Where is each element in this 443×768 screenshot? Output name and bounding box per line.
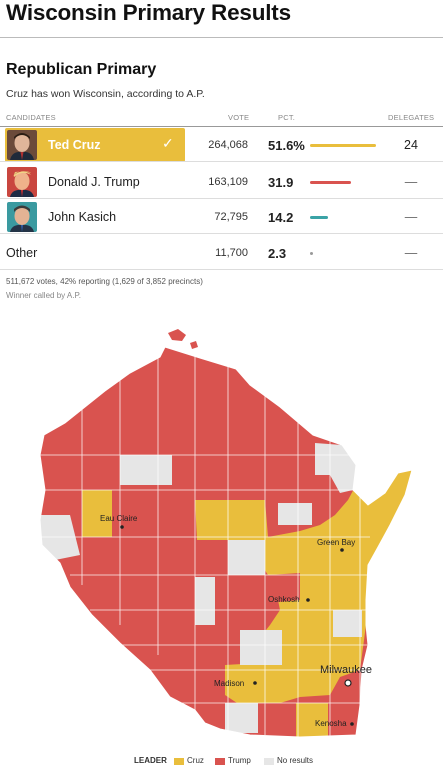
delegate-count: 24 [404, 138, 418, 152]
delegate-count: — [404, 175, 418, 189]
column-vote: VOTE [228, 113, 250, 122]
section-subtitle: Cruz has won Wisconsin, according to A.P… [6, 88, 205, 100]
city-label-eau-claire: Eau Claire [100, 514, 138, 523]
no-results-county [278, 503, 312, 525]
legend-swatch-no-results [264, 758, 274, 765]
cruz-county-south [296, 703, 328, 737]
city-dot [253, 681, 257, 685]
vote-percent: 2.3 [268, 246, 287, 261]
results-table-header: CANDIDATES VOTE PCT. DELEGATES [0, 113, 443, 127]
county-regions [40, 353, 412, 737]
city-dot [350, 722, 354, 726]
table-row-trump: Donald J. Trump 163,109 31.9 — [0, 165, 443, 199]
row-divider [0, 269, 443, 270]
percent-bar [310, 252, 313, 255]
island [190, 341, 198, 349]
no-results-county [40, 515, 80, 560]
trump-county-south [258, 703, 296, 735]
candidate-name: John Kasich [48, 210, 117, 224]
no-results-county [120, 455, 172, 485]
no-results-county [225, 703, 258, 733]
city-label-madison: Madison [214, 679, 244, 688]
column-delegates: DELEGATES [388, 113, 435, 122]
city-label-green-bay: Green Bay [317, 538, 355, 547]
column-candidates: CANDIDATES [6, 113, 56, 122]
legend-swatch-trump [215, 758, 225, 765]
title-divider [0, 37, 443, 38]
city-markers: Eau Claire Green Bay Oshkosh Madison Mil… [100, 514, 372, 728]
legend-label-cruz: Cruz [187, 756, 204, 765]
vote-percent: 31.9 [268, 175, 294, 190]
candidate-name: Donald J. Trump [48, 175, 140, 189]
legend-label-trump: Trump [228, 756, 251, 765]
island [168, 329, 186, 341]
header-divider [0, 126, 443, 127]
row-divider [0, 233, 443, 234]
no-results-county [315, 443, 356, 493]
county-map: Eau Claire Green Bay Oshkosh Madison Mil… [0, 325, 443, 750]
page-title: Wisconsin Primary Results [6, 0, 291, 25]
delegate-count: — [404, 246, 418, 260]
city-dot [306, 598, 310, 602]
delegate-count: — [404, 210, 418, 224]
no-results-county [195, 577, 215, 625]
vote-count: 72,795 [214, 211, 248, 223]
john-kasich-photo-icon [7, 202, 37, 232]
row-divider [0, 161, 443, 162]
trump-county-kenosha [328, 703, 360, 737]
reporting-note: 511,672 votes, 42% reporting (1,629 of 3… [6, 277, 203, 286]
row-divider [0, 198, 443, 199]
section-title: Republican Primary [6, 61, 157, 78]
vote-percent: 14.2 [268, 210, 294, 225]
percent-bar [310, 181, 351, 184]
city-label-oshkosh: Oshkosh [268, 595, 300, 604]
trump-county-center [268, 573, 300, 603]
vote-count: 264,068 [208, 139, 248, 151]
check-icon: ✓ [162, 135, 174, 151]
state-border [39, 346, 413, 738]
table-row-other: Other 11,700 2.3 — [0, 236, 443, 270]
candidate-name: Ted Cruz [48, 138, 101, 152]
city-dot [120, 525, 124, 529]
percent-bar [310, 216, 328, 219]
cruz-region [195, 470, 412, 705]
called-note: Winner called by A.P. [6, 291, 82, 300]
city-dot-major [344, 679, 352, 687]
table-row-cruz: Ted Cruz ✓ 264,068 51.6% 24 [0, 128, 443, 162]
no-results-county [240, 630, 282, 665]
no-results-county [228, 540, 265, 575]
ted-cruz-photo-icon [7, 130, 37, 160]
donald-trump-photo-icon [7, 167, 37, 197]
candidate-name: Other [6, 246, 38, 260]
cruz-county-west [82, 490, 112, 537]
vote-count: 163,109 [208, 176, 248, 188]
legend-label-no-results: No results [277, 756, 314, 765]
vote-percent: 51.6% [268, 138, 305, 153]
percent-bar [310, 144, 376, 147]
city-dot [340, 548, 344, 552]
legend-title: LEADER [134, 756, 167, 765]
vote-count: 11,700 [215, 247, 248, 259]
no-results-county [333, 610, 362, 637]
legend-swatch-cruz [174, 758, 184, 765]
table-row-kasich: John Kasich 72,795 14.2 — [0, 200, 443, 234]
city-label-milwaukee: Milwaukee [320, 664, 372, 676]
column-pct: PCT. [278, 113, 296, 122]
city-label-kenosha: Kenosha [315, 719, 347, 728]
